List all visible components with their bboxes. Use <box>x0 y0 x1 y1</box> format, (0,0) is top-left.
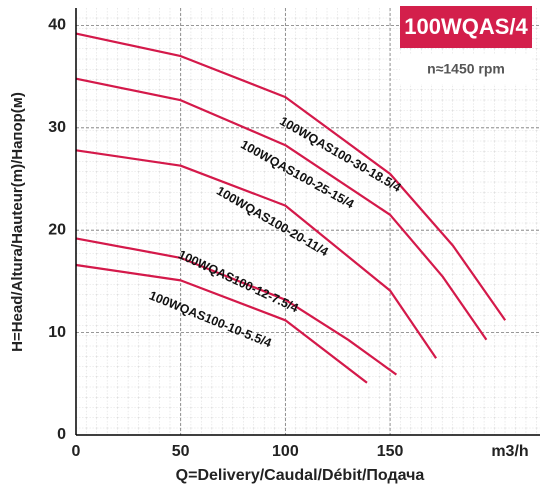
pump-curve <box>75 237 398 376</box>
x-tick-label: 50 <box>172 443 190 460</box>
x-tick-label: 0 <box>72 443 81 460</box>
y-tick-label: 20 <box>48 221 66 238</box>
x-axis-label: Q=Delivery/Caudal/Débit/Подача <box>176 467 425 484</box>
pump-curve <box>75 149 438 359</box>
subtitle: n≈1450 rpm <box>427 61 505 77</box>
subtitle-bg <box>400 54 532 84</box>
pump-curve <box>75 77 488 341</box>
chart-title: 100WQAS/4 <box>404 14 528 39</box>
x-tick-label: 150 <box>377 443 404 460</box>
y-axis-label: H=Head/Altura/Hauteur(m)/Напор(м) <box>9 92 26 352</box>
y-tick-label: 40 <box>48 17 66 34</box>
y-tick-label: 0 <box>57 426 66 443</box>
x-unit: m3/h <box>491 443 528 460</box>
pump-curve <box>75 32 507 321</box>
pump-curve <box>75 263 368 384</box>
y-tick-label: 10 <box>48 324 66 341</box>
y-tick-label: 30 <box>48 119 66 136</box>
x-tick-label: 100 <box>272 443 299 460</box>
title-box <box>400 6 532 48</box>
